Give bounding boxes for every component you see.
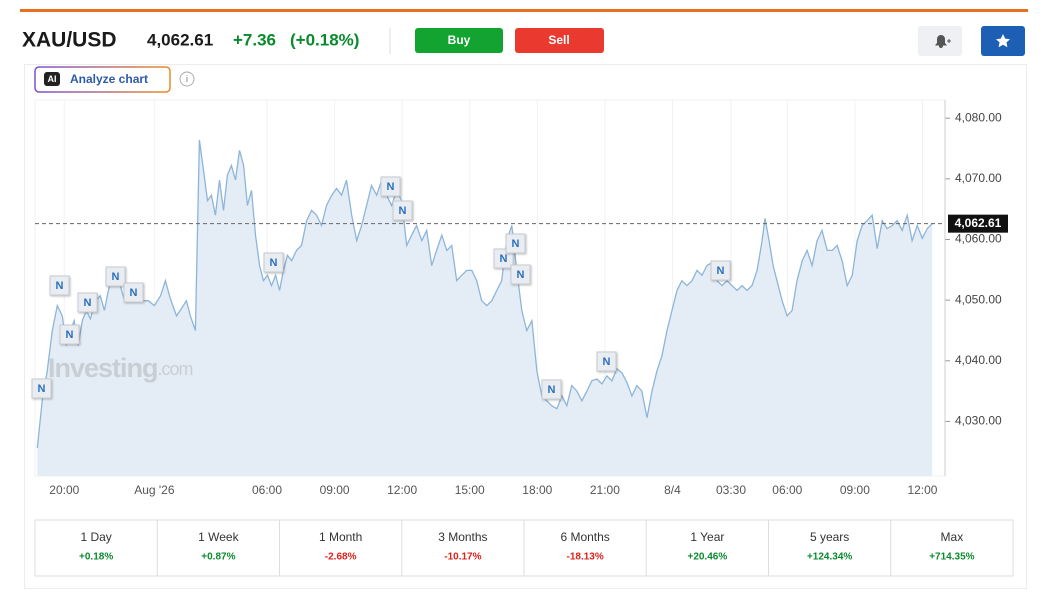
y-tick-label: 4,080.00: [955, 110, 1002, 124]
period-change: +0.18%: [79, 552, 113, 563]
x-tick-label: 03:30: [716, 483, 746, 497]
y-tick-label: 4,060.00: [955, 232, 1002, 246]
y-tick-label: 4,030.00: [955, 414, 1002, 428]
info-icon: [179, 71, 195, 87]
news-marker: [493, 248, 514, 269]
news-marker-label: N: [112, 271, 120, 283]
news-marker: [123, 282, 144, 303]
x-tick-label: 18:00: [522, 483, 552, 497]
period-label: 1 Day: [80, 530, 111, 544]
sell-label: Sell: [548, 33, 569, 47]
x-tick-label: 20:00: [49, 483, 79, 497]
y-tick-label: 4,040.00: [955, 353, 1002, 367]
news-marker: [263, 252, 284, 273]
x-tick-label: 06:00: [772, 483, 802, 497]
symbol: XAU/USD: [22, 29, 117, 52]
bell-icon: [935, 35, 951, 48]
period-change: -18.13%: [567, 552, 604, 563]
news-marker-label: N: [270, 257, 278, 269]
x-tick-label: 09:00: [320, 483, 350, 497]
period-label: 1 Year: [690, 530, 724, 544]
period-label: 3 Months: [438, 530, 487, 544]
x-tick-label: 21:00: [590, 483, 620, 497]
news-marker-label: N: [517, 269, 525, 281]
news-marker-label: N: [512, 238, 520, 250]
y-tick-label: 4,050.00: [955, 292, 1002, 306]
news-marker-label: N: [56, 280, 64, 292]
watermark-suffix: .com: [158, 359, 193, 379]
news-marker-label: N: [130, 287, 138, 299]
analyze-label: Analyze chart: [70, 72, 148, 86]
price: 4,062.61: [147, 30, 213, 49]
change: +7.36: [233, 30, 276, 49]
news-marker: [105, 266, 126, 287]
period-change: +0.87%: [201, 552, 235, 563]
watermark: Investing.com: [48, 353, 193, 383]
news-marker-label: N: [717, 265, 725, 277]
price-line: [36, 139, 933, 449]
top-bar: [20, 9, 1028, 12]
period-label: 6 Months: [560, 530, 609, 544]
change-pct: (+0.18%): [290, 30, 359, 49]
x-tick-label: 12:00: [907, 483, 937, 497]
period-label: 5 years: [810, 530, 849, 544]
news-marker-label: N: [399, 205, 407, 217]
news-marker: [49, 275, 70, 296]
news-marker-label: N: [548, 384, 556, 396]
x-tick-label: 15:00: [455, 483, 485, 497]
x-tick-label: 06:00: [252, 483, 282, 497]
news-marker-label: N: [500, 253, 508, 265]
x-tick-label: 12:00: [387, 483, 417, 497]
ai-badge-text: AI: [48, 74, 57, 84]
news-marker: [380, 176, 401, 197]
news-marker: [392, 200, 413, 221]
news-marker: [510, 264, 531, 285]
star-icon: [996, 34, 1010, 48]
period-change: -2.68%: [325, 552, 357, 563]
period-label: 1 Week: [198, 530, 239, 544]
plot: 20:00 Aug '26 06:00 09:00 12:00 15:00 18:00 21:…: [34, 99, 1008, 497]
period-change: +714.35%: [929, 552, 974, 563]
sell-button[interactable]: [515, 28, 604, 53]
news-marker-label: N: [387, 181, 395, 193]
news-marker-label: N: [84, 297, 92, 309]
x-tick-label: 8/4: [664, 483, 681, 497]
x-tick-label: Aug '26: [134, 483, 175, 497]
ai-badge: [44, 72, 60, 86]
period-label: 1 Month: [319, 530, 362, 544]
x-tick-label: 09:00: [840, 483, 870, 497]
area: [37, 140, 933, 476]
news-marker: [596, 351, 617, 372]
current-price-box: [948, 214, 1008, 233]
news-marker: [77, 292, 98, 313]
current-price-label: 4,062.61: [955, 216, 1002, 230]
news-marker-label: N: [66, 329, 74, 341]
period-label: Max: [941, 530, 964, 544]
y-tick-label: 4,070.00: [955, 171, 1002, 185]
news-marker-label: N: [603, 356, 611, 368]
period-change: +20.46%: [687, 552, 727, 563]
analyze-button[interactable]: [34, 66, 171, 93]
performance-table: 1 Day +0.18% 1 Week +0.87% 1 Month -2.68% 3 Mo…: [34, 519, 1014, 577]
period-change: -10.17%: [444, 552, 481, 563]
news-marker: [505, 233, 526, 254]
watermark-main: Investing: [48, 353, 158, 383]
buy-button[interactable]: [415, 28, 503, 53]
buy-label: Buy: [448, 33, 471, 47]
chart-panel: [24, 64, 1027, 589]
news-marker: [710, 260, 731, 281]
news-marker-label: N: [38, 383, 46, 395]
news-marker: [31, 378, 52, 399]
period-change: +124.34%: [807, 552, 852, 563]
news-marker: [541, 379, 562, 400]
news-marker: [59, 324, 80, 345]
